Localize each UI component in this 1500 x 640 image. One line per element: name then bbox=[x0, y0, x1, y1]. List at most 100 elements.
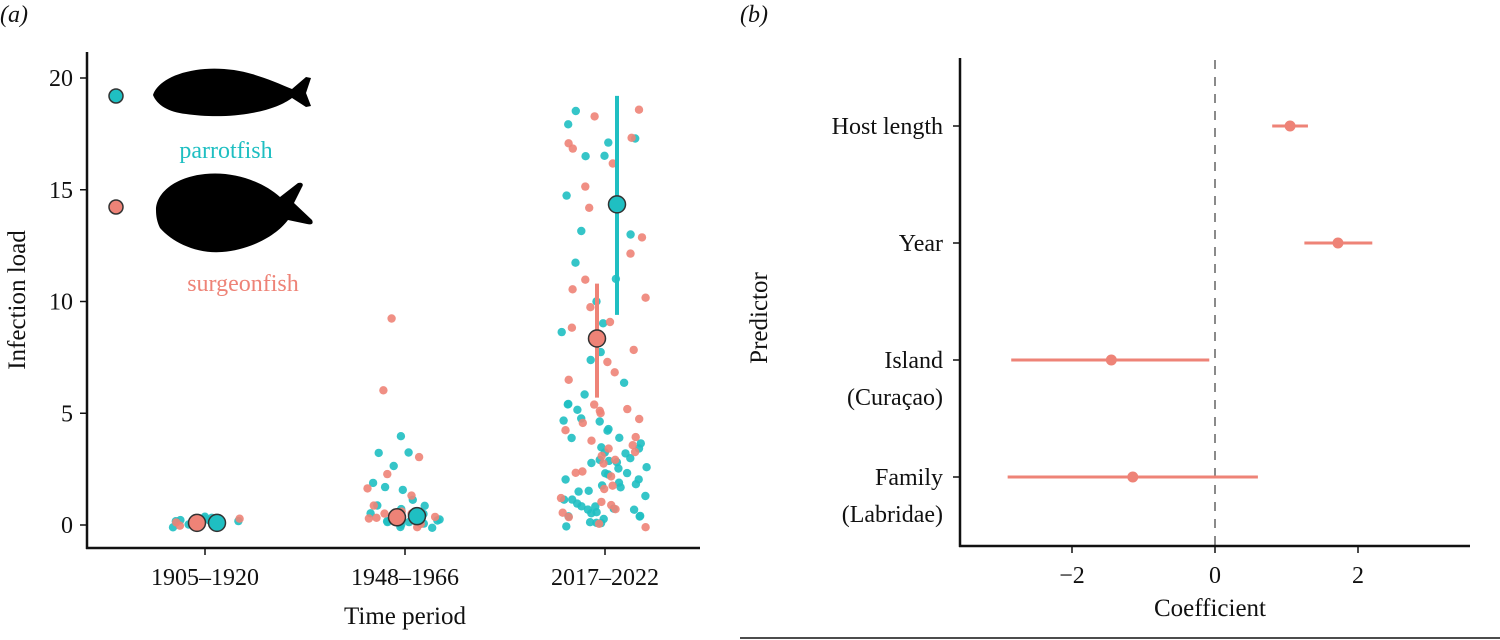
data-point-surgeonfish bbox=[578, 467, 587, 476]
data-point-surgeonfish bbox=[623, 404, 632, 414]
data-point-parrotfish bbox=[631, 480, 641, 489]
y-axis-title-b: Predictor bbox=[746, 272, 773, 364]
x-ticks-b: −2 0 2 bbox=[1059, 546, 1364, 589]
data-point-parrotfish bbox=[581, 152, 590, 161]
predictor-row: Host length bbox=[832, 114, 1308, 140]
x-ticks: 1905–1920 1948–1966 2017–2022 bbox=[151, 548, 659, 591]
data-point-parrotfish bbox=[587, 458, 596, 468]
data-point-surgeonfish bbox=[600, 484, 609, 494]
data-point-surgeonfish bbox=[627, 133, 636, 142]
data-point-parrotfish bbox=[595, 417, 604, 426]
x-tick-label: 1948–1966 bbox=[351, 565, 459, 591]
data-point-parrotfish bbox=[420, 501, 429, 510]
data-point-surgeonfish bbox=[595, 406, 604, 415]
data-point-parrotfish bbox=[642, 463, 651, 472]
data-point-parrotfish bbox=[629, 505, 639, 514]
data-point-surgeonfish bbox=[610, 368, 619, 377]
legend: parrotfish surgeonfish bbox=[108, 68, 313, 297]
x-axis-title: Time period bbox=[344, 603, 466, 630]
data-point-parrotfish bbox=[577, 502, 586, 511]
legend-dot-surgeonfish bbox=[108, 199, 124, 215]
data-point-surgeonfish bbox=[558, 508, 567, 517]
data-point-parrotfish bbox=[398, 485, 407, 495]
data-point-parrotfish bbox=[561, 475, 570, 484]
panel-a-infection-load: 0 5 10 15 20 1905–1920 1948–1966 2017–2022 Tim… bbox=[4, 52, 700, 630]
data-point-parrotfish bbox=[586, 355, 595, 365]
data-point-parrotfish bbox=[622, 468, 632, 478]
predictor-label: Host length bbox=[832, 114, 943, 140]
data-point-surgeonfish bbox=[608, 159, 617, 168]
coefficient-estimate bbox=[1127, 471, 1139, 483]
legend-label-parrotfish: parrotfish bbox=[179, 138, 272, 164]
data-point-parrotfish bbox=[619, 378, 629, 387]
data-point-surgeonfish bbox=[372, 513, 381, 522]
mean-point-parrotfish bbox=[607, 195, 627, 214]
data-point-parrotfish bbox=[428, 523, 437, 532]
data-point-surgeonfish bbox=[363, 484, 372, 493]
data-point-surgeonfish bbox=[611, 455, 620, 464]
data-point-surgeonfish bbox=[608, 481, 617, 490]
mean-point-surgeonfish bbox=[187, 513, 207, 533]
data-point-surgeonfish bbox=[175, 521, 185, 530]
coefficient-estimate bbox=[1284, 120, 1296, 132]
predictor-label: Island bbox=[884, 348, 943, 374]
predictor-row: Island (Curaçao) bbox=[847, 348, 1210, 411]
data-point-surgeonfish bbox=[628, 441, 637, 450]
data-point-surgeonfish bbox=[597, 451, 606, 461]
x-tick-label: 2017–2022 bbox=[551, 565, 659, 591]
data-point-parrotfish bbox=[389, 461, 398, 471]
data-point-surgeonfish bbox=[630, 447, 640, 457]
legend-entry-parrotfish: parrotfish bbox=[108, 68, 311, 164]
data-point-parrotfish bbox=[636, 511, 645, 521]
data-point-surgeonfish bbox=[637, 233, 647, 242]
y-tick-label: 20 bbox=[49, 66, 73, 92]
y-tick-label: 15 bbox=[49, 178, 73, 204]
data-point-parrotfish bbox=[564, 120, 573, 129]
data-point-parrotfish bbox=[600, 151, 609, 160]
data-point-surgeonfish bbox=[380, 509, 389, 518]
data-point-parrotfish bbox=[615, 433, 624, 442]
data-point-parrotfish bbox=[571, 258, 580, 267]
x-tick-label: 1905–1920 bbox=[151, 565, 259, 591]
data-point-surgeonfish bbox=[635, 414, 644, 424]
data-point-parrotfish bbox=[603, 426, 612, 435]
data-point-surgeonfish bbox=[379, 386, 388, 395]
means-layer bbox=[187, 195, 627, 533]
data-point-surgeonfish bbox=[631, 432, 640, 442]
legend-dot-parrotfish bbox=[108, 88, 124, 104]
data-point-parrotfish bbox=[559, 416, 568, 425]
coefficient-estimate bbox=[1332, 237, 1344, 249]
data-point-surgeonfish bbox=[387, 314, 396, 323]
data-point-parrotfish bbox=[584, 486, 593, 495]
parrotfish-silhouette-icon bbox=[153, 68, 311, 117]
data-point-parrotfish bbox=[571, 106, 580, 116]
data-point-surgeonfish bbox=[567, 323, 577, 332]
data-point-surgeonfish bbox=[590, 400, 599, 409]
data-point-surgeonfish bbox=[585, 203, 594, 212]
data-point-parrotfish bbox=[641, 491, 650, 501]
legend-label-surgeonfish: surgeonfish bbox=[187, 271, 299, 297]
y-ticks: 0 5 10 15 20 bbox=[49, 66, 87, 539]
data-point-parrotfish bbox=[557, 327, 566, 337]
surgeonfish-silhouette-icon bbox=[156, 173, 313, 253]
data-point-parrotfish bbox=[574, 487, 583, 496]
y-tick-label: 0 bbox=[61, 513, 73, 539]
data-point-surgeonfish bbox=[607, 500, 616, 510]
data-point-surgeonfish bbox=[235, 514, 244, 523]
data-point-parrotfish bbox=[580, 390, 589, 399]
data-point-parrotfish bbox=[564, 399, 573, 409]
data-point-surgeonfish bbox=[578, 418, 587, 428]
mean-point-parrotfish bbox=[407, 506, 427, 526]
data-point-surgeonfish bbox=[581, 275, 590, 284]
data-point-parrotfish bbox=[374, 448, 383, 458]
x-tick-label-b: 0 bbox=[1209, 563, 1221, 589]
y-tick-label: 5 bbox=[61, 401, 73, 427]
data-point-parrotfish bbox=[380, 482, 390, 492]
data-point-surgeonfish bbox=[586, 303, 595, 312]
data-point-surgeonfish bbox=[587, 436, 596, 445]
data-point-surgeonfish bbox=[599, 459, 608, 468]
data-point-surgeonfish bbox=[364, 514, 374, 523]
data-point-surgeonfish bbox=[641, 523, 650, 532]
data-point-surgeonfish bbox=[626, 249, 635, 258]
data-point-surgeonfish bbox=[634, 105, 644, 114]
